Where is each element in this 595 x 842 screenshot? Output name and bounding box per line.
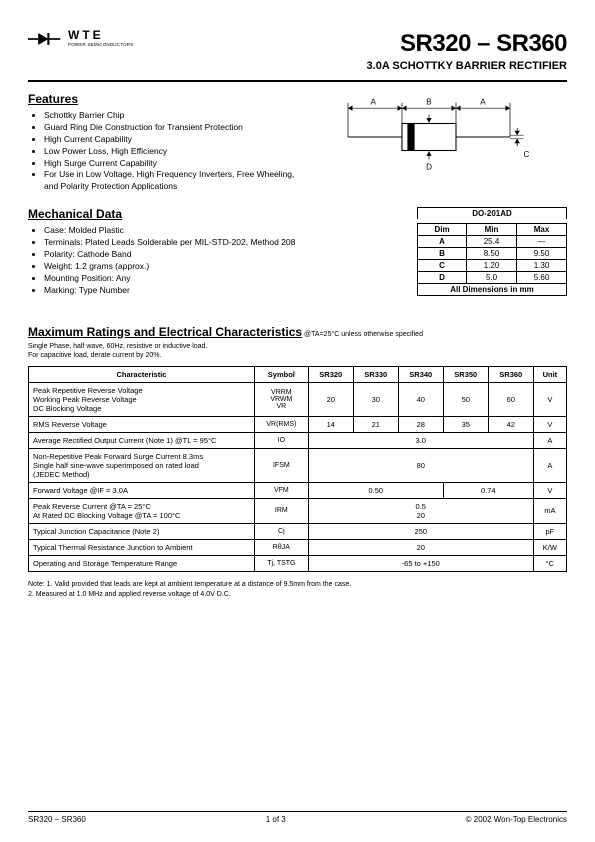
dimension-table: DimMinMaxA25.4—B8.509.50C1.201.30D5.05.6…	[417, 223, 567, 284]
divider	[28, 80, 567, 82]
ratings-condition: @TA=25°C unless otherwise specified	[302, 331, 423, 338]
logo-block: WTE POWER SEMICONDUCTORS	[28, 30, 133, 48]
ratings-note: Single Phase, half wave, 60Hz, resistive…	[28, 342, 567, 360]
mech-heading: Mechanical Data	[28, 207, 308, 221]
package-diagram: A B A C D	[328, 92, 548, 182]
title-block: SR320 – SR360 3.0A SCHOTTKY BARRIER RECT…	[367, 30, 567, 72]
footer: SR320 – SR360 1 of 3 © 2002 Won-Top Elec…	[28, 811, 567, 824]
mech-item: Marking: Type Number	[44, 285, 308, 297]
dim-table-footer: All Dimensions in mm	[417, 284, 567, 296]
features-list: Schottky Barrier ChipGuard Ring Die Cons…	[28, 110, 308, 193]
ratings-heading: Maximum Ratings and Electrical Character…	[28, 325, 302, 339]
svg-text:B: B	[426, 98, 431, 107]
feature-item: For Use in Low Voltage, High Frequency I…	[44, 169, 308, 193]
footer-center: 1 of 3	[266, 815, 286, 824]
svg-text:C: C	[524, 150, 530, 159]
feature-item: Schottky Barrier Chip	[44, 110, 308, 122]
footer-left: SR320 – SR360	[28, 815, 86, 824]
characteristics-table: CharacteristicSymbolSR320SR330SR340SR350…	[28, 366, 567, 572]
dim-table-title: DO-201AD	[417, 207, 567, 219]
ratings-heading-row: Maximum Ratings and Electrical Character…	[28, 325, 567, 339]
svg-text:D: D	[426, 162, 432, 171]
mech-list: Case: Molded PlasticTerminals: Plated Le…	[28, 225, 308, 296]
diode-logo-icon	[28, 30, 62, 48]
svg-text:A: A	[480, 98, 486, 107]
header: WTE POWER SEMICONDUCTORS SR320 – SR360 3…	[28, 30, 567, 72]
mech-item: Mounting Position: Any	[44, 273, 308, 285]
mech-item: Polarity: Cathode Band	[44, 249, 308, 261]
mech-item: Weight: 1.2 grams (approx.)	[44, 261, 308, 273]
feature-item: Low Power Loss, High Efficiency	[44, 146, 308, 158]
subtitle: 3.0A SCHOTTKY BARRIER RECTIFIER	[367, 60, 567, 72]
feature-item: High Surge Current Capability	[44, 158, 308, 170]
feature-item: Guard Ring Die Construction for Transien…	[44, 122, 308, 134]
feature-item: High Current Capability	[44, 134, 308, 146]
features-heading: Features	[28, 92, 308, 106]
part-title: SR320 – SR360	[367, 30, 567, 58]
table-notes: Note: 1. Valid provided that leads are k…	[28, 580, 567, 600]
mech-item: Case: Molded Plastic	[44, 225, 308, 237]
footer-right: © 2002 Won-Top Electronics	[466, 815, 567, 824]
brand-subtitle: POWER SEMICONDUCTORS	[68, 42, 133, 47]
svg-text:A: A	[371, 98, 377, 107]
brand-name: WTE	[68, 28, 133, 42]
mech-item: Terminals: Plated Leads Solderable per M…	[44, 237, 308, 249]
